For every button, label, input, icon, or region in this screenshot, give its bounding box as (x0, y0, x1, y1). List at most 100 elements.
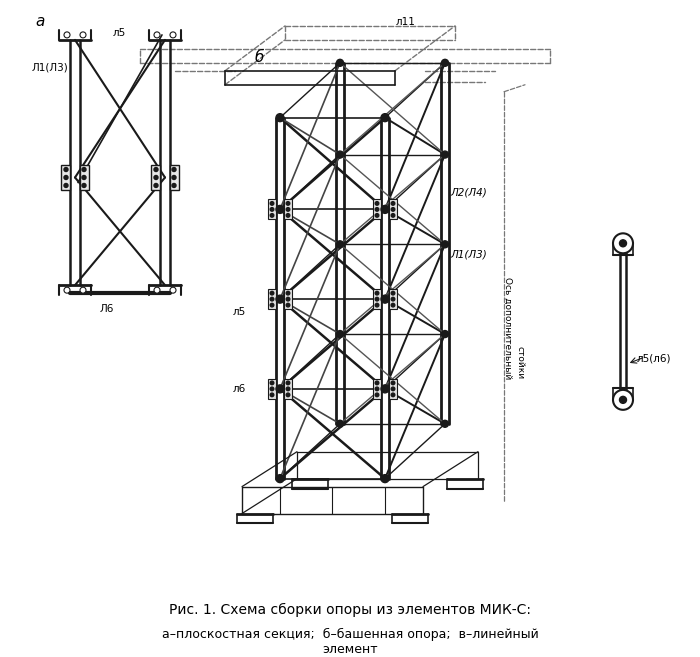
Circle shape (270, 393, 274, 397)
Circle shape (172, 183, 176, 187)
Circle shape (337, 59, 344, 66)
Text: л11: л11 (396, 17, 416, 27)
Circle shape (337, 330, 344, 338)
Circle shape (170, 287, 176, 293)
Bar (373, 289, 381, 309)
Circle shape (270, 298, 274, 301)
Circle shape (276, 206, 284, 214)
Circle shape (172, 175, 176, 179)
Circle shape (391, 381, 395, 385)
Text: Л1(Л3): Л1(Л3) (32, 63, 69, 73)
Circle shape (391, 298, 395, 301)
Circle shape (170, 32, 176, 38)
Text: а–плоскостная секция;  б–башенная опора;  в–линейный: а–плоскостная секция; б–башенная опора; … (162, 627, 538, 641)
Circle shape (375, 291, 379, 295)
Circle shape (64, 287, 70, 293)
Circle shape (337, 151, 344, 158)
Bar (389, 289, 397, 309)
Circle shape (381, 474, 389, 483)
Circle shape (286, 208, 290, 211)
Circle shape (270, 381, 274, 385)
Circle shape (391, 304, 395, 307)
Text: стойки: стойки (515, 346, 524, 379)
Text: элемент: элемент (322, 643, 378, 656)
Circle shape (391, 202, 395, 205)
Circle shape (286, 387, 290, 391)
Circle shape (381, 206, 389, 214)
Circle shape (64, 183, 68, 187)
Circle shape (154, 32, 160, 38)
Bar (170, 164, 179, 191)
Circle shape (276, 295, 284, 303)
Circle shape (286, 291, 290, 295)
Circle shape (64, 175, 68, 179)
Bar (268, 200, 276, 219)
Circle shape (82, 183, 86, 187)
Circle shape (286, 393, 290, 397)
Circle shape (80, 32, 86, 38)
Circle shape (286, 381, 290, 385)
Circle shape (375, 304, 379, 307)
Circle shape (337, 420, 344, 427)
Circle shape (391, 208, 395, 211)
Circle shape (375, 387, 379, 391)
Circle shape (276, 114, 284, 122)
Circle shape (270, 291, 274, 295)
Circle shape (620, 396, 626, 403)
Circle shape (375, 393, 379, 397)
Text: а: а (35, 14, 45, 30)
Bar (389, 379, 397, 399)
Circle shape (442, 151, 449, 158)
Bar (389, 200, 397, 219)
Circle shape (276, 385, 284, 393)
Circle shape (154, 175, 158, 179)
Circle shape (154, 168, 158, 171)
Bar (80, 164, 89, 191)
Circle shape (613, 390, 633, 410)
Circle shape (270, 387, 274, 391)
Text: Л6: Л6 (100, 304, 114, 314)
Text: Л1(Л3): Л1(Л3) (450, 249, 486, 260)
Bar (284, 200, 292, 219)
Circle shape (154, 287, 160, 293)
Circle shape (337, 241, 344, 248)
Circle shape (286, 298, 290, 301)
Text: Рис. 1. Схема сборки опоры из элементов МИК-С:: Рис. 1. Схема сборки опоры из элементов … (169, 603, 531, 618)
Bar (284, 289, 292, 309)
Text: л6: л6 (233, 384, 246, 394)
Circle shape (270, 304, 274, 307)
Circle shape (154, 183, 158, 187)
Circle shape (82, 168, 86, 171)
Circle shape (375, 202, 379, 205)
Circle shape (375, 381, 379, 385)
Circle shape (286, 304, 290, 307)
Circle shape (391, 393, 395, 397)
Circle shape (172, 168, 176, 171)
Circle shape (391, 387, 395, 391)
Text: л5: л5 (233, 307, 246, 317)
Circle shape (286, 202, 290, 205)
Circle shape (391, 291, 395, 295)
Circle shape (620, 240, 626, 247)
Text: Ось дополнительный: Ось дополнительный (503, 277, 512, 379)
Bar (268, 289, 276, 309)
Circle shape (270, 208, 274, 211)
Bar (284, 379, 292, 399)
Circle shape (381, 385, 389, 393)
Bar (268, 379, 276, 399)
Circle shape (613, 233, 633, 253)
Bar (151, 164, 160, 191)
Circle shape (375, 214, 379, 217)
Text: Л2(Л4): Л2(Л4) (450, 187, 486, 198)
Circle shape (375, 208, 379, 211)
Circle shape (442, 420, 449, 427)
Text: б: б (255, 51, 265, 65)
Circle shape (64, 32, 70, 38)
Circle shape (82, 175, 86, 179)
Circle shape (442, 241, 449, 248)
Circle shape (391, 214, 395, 217)
Circle shape (80, 287, 86, 293)
Text: л5: л5 (113, 28, 126, 38)
Circle shape (442, 330, 449, 338)
Circle shape (442, 59, 449, 66)
